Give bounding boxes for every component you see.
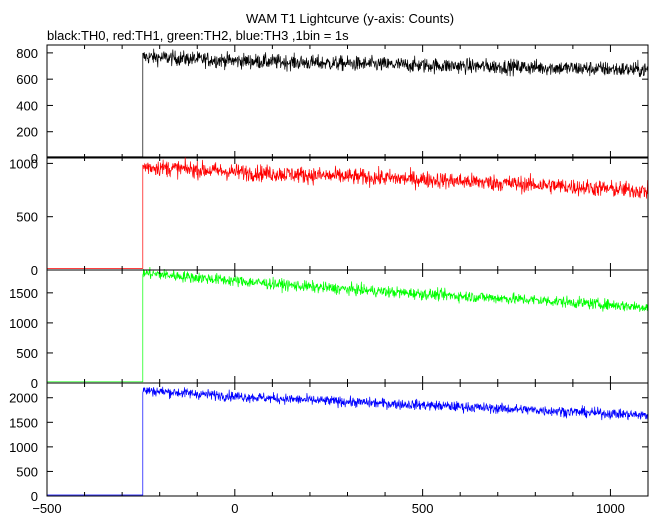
y-tick-label: 1000 xyxy=(9,440,38,455)
y-tick-label: 600 xyxy=(16,72,38,87)
panel-frame xyxy=(46,269,649,384)
series-line-th0 xyxy=(47,48,649,158)
y-tick-label: 1500 xyxy=(9,286,38,301)
x-tick-label: 500 xyxy=(412,501,434,515)
panel-th0: 0 200 400 600 800 xyxy=(16,44,649,166)
panel-th3: 0 500 1000 1500 2000 xyxy=(9,382,649,504)
panel-frame xyxy=(46,382,649,497)
y-tick-label: 200 xyxy=(16,125,38,140)
y-tick-label: 0 xyxy=(31,489,38,504)
panels-group: 0200400600800050010000500100015000500100… xyxy=(9,44,649,515)
panel-th1: 0 500 1000 xyxy=(9,156,649,278)
y-tick-label: 2000 xyxy=(9,391,38,406)
x-tick-label: 0 xyxy=(231,501,238,515)
y-tick-label: 1000 xyxy=(9,156,38,171)
y-tick-label: 0 xyxy=(31,376,38,391)
y-tick-label: 500 xyxy=(16,346,38,361)
series-line-th1 xyxy=(47,156,649,269)
y-tick-label: 500 xyxy=(16,210,38,225)
chart-subtitle: black:TH0, red:TH1, green:TH2, blue:TH3 … xyxy=(47,28,349,43)
x-tick-label: −500 xyxy=(32,501,61,515)
y-tick-label: 1500 xyxy=(9,415,38,430)
y-tick-label: 500 xyxy=(16,464,38,479)
y-tick-label: 400 xyxy=(16,98,38,113)
chart-title: WAM T1 Lightcurve (y-axis: Counts) xyxy=(246,11,454,26)
y-tick-label: 0 xyxy=(31,151,38,166)
y-tick-label: 1000 xyxy=(9,316,38,331)
y-tick-label: 0 xyxy=(31,263,38,278)
panel-th2: 0 500 1000 1500 xyxy=(9,266,649,391)
series-line-th3 xyxy=(47,386,649,496)
y-tick-label: 800 xyxy=(16,46,38,61)
x-tick-label: 1000 xyxy=(596,501,625,515)
series-line-th2 xyxy=(47,266,649,383)
